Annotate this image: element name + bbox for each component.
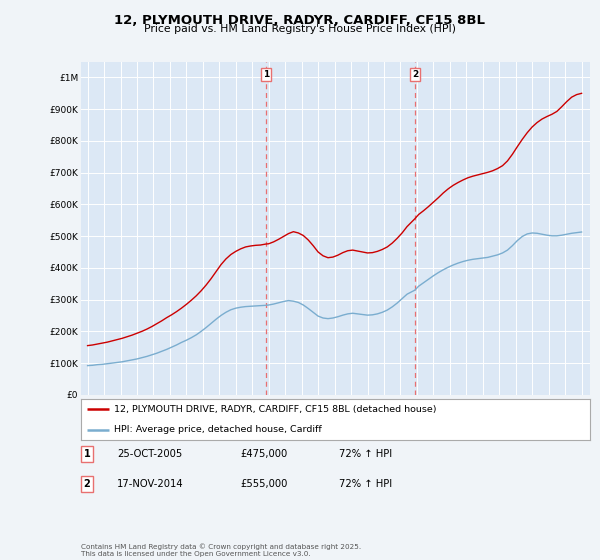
Text: 1: 1	[83, 449, 91, 459]
Text: 2: 2	[412, 70, 418, 79]
Text: HPI: Average price, detached house, Cardiff: HPI: Average price, detached house, Card…	[114, 425, 322, 434]
Text: 2: 2	[83, 479, 91, 489]
Text: Price paid vs. HM Land Registry's House Price Index (HPI): Price paid vs. HM Land Registry's House …	[144, 24, 456, 34]
Text: Contains HM Land Registry data © Crown copyright and database right 2025.
This d: Contains HM Land Registry data © Crown c…	[81, 544, 361, 557]
Text: 1: 1	[263, 70, 269, 79]
Text: £475,000: £475,000	[240, 449, 287, 459]
Text: 72% ↑ HPI: 72% ↑ HPI	[339, 479, 392, 489]
Text: 17-NOV-2014: 17-NOV-2014	[117, 479, 184, 489]
Text: 25-OCT-2005: 25-OCT-2005	[117, 449, 182, 459]
Text: 72% ↑ HPI: 72% ↑ HPI	[339, 449, 392, 459]
Text: £555,000: £555,000	[240, 479, 287, 489]
Text: 12, PLYMOUTH DRIVE, RADYR, CARDIFF, CF15 8BL: 12, PLYMOUTH DRIVE, RADYR, CARDIFF, CF15…	[115, 14, 485, 27]
Text: 12, PLYMOUTH DRIVE, RADYR, CARDIFF, CF15 8BL (detached house): 12, PLYMOUTH DRIVE, RADYR, CARDIFF, CF15…	[114, 405, 437, 414]
